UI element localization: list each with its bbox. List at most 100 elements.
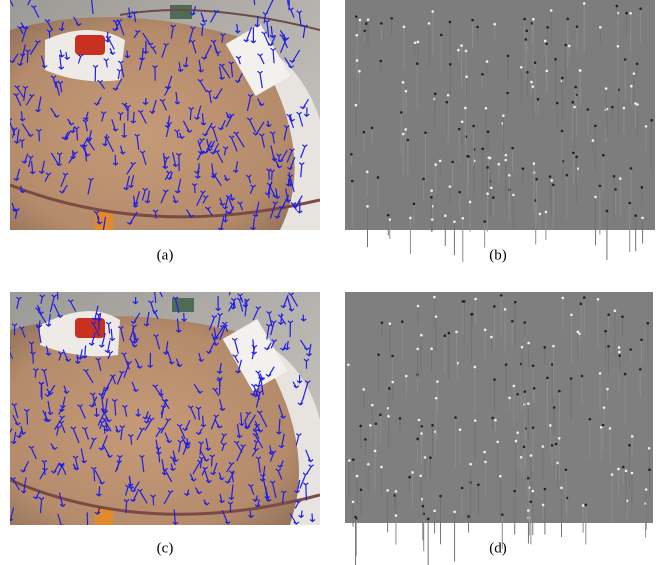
- point: [552, 184, 555, 187]
- panel-caption: (d): [489, 540, 507, 556]
- point: [366, 170, 369, 173]
- point: [371, 127, 374, 130]
- point: [604, 330, 607, 333]
- point: [630, 167, 633, 170]
- point: [641, 186, 644, 189]
- point: [542, 504, 545, 507]
- point: [484, 461, 487, 464]
- point: [471, 19, 474, 22]
- point: [439, 495, 442, 498]
- point: [417, 41, 420, 44]
- point: [391, 355, 394, 358]
- point: [544, 488, 547, 491]
- point: [490, 336, 493, 339]
- point: [366, 205, 369, 208]
- point: [522, 167, 525, 170]
- point: [556, 102, 559, 105]
- point: [374, 450, 377, 453]
- photo-panel: [6, 0, 320, 233]
- point: [461, 217, 464, 220]
- point: [493, 378, 496, 381]
- point: [389, 322, 392, 325]
- point: [388, 218, 391, 221]
- point: [354, 516, 357, 519]
- point: [603, 406, 606, 409]
- point: [481, 73, 484, 76]
- point: [481, 148, 484, 151]
- point: [431, 218, 434, 221]
- point: [567, 18, 570, 21]
- point: [571, 101, 574, 104]
- point: [599, 26, 602, 29]
- point: [433, 296, 436, 299]
- point: [427, 518, 430, 521]
- point: [416, 62, 419, 65]
- point: [499, 475, 502, 478]
- point: [463, 300, 466, 303]
- point: [606, 388, 609, 391]
- point: [365, 22, 368, 25]
- point: [439, 160, 442, 163]
- point: [520, 66, 523, 69]
- point: [504, 308, 507, 311]
- point: [402, 81, 405, 84]
- point: [647, 322, 650, 325]
- point: [483, 451, 486, 454]
- point: [477, 484, 480, 487]
- point: [401, 320, 404, 323]
- point: [424, 456, 427, 459]
- point: [511, 320, 514, 323]
- point: [469, 463, 472, 466]
- point: [377, 176, 380, 179]
- point: [435, 397, 438, 400]
- point: [431, 10, 434, 13]
- point: [506, 92, 509, 95]
- point: [348, 459, 351, 462]
- point: [513, 490, 516, 493]
- point: [630, 85, 633, 88]
- point: [362, 388, 365, 391]
- point: [530, 81, 533, 84]
- point: [359, 425, 362, 428]
- point: [581, 375, 584, 378]
- point: [545, 43, 548, 46]
- point: [561, 297, 564, 300]
- point: [617, 468, 620, 471]
- point: [369, 424, 372, 427]
- point: [527, 402, 530, 405]
- point: [558, 390, 561, 393]
- point: [524, 38, 527, 41]
- point: [465, 75, 468, 78]
- point: [474, 419, 477, 422]
- point: [621, 315, 624, 318]
- point: [619, 177, 622, 180]
- point: [614, 188, 617, 191]
- point: [597, 298, 600, 301]
- point: [485, 107, 488, 110]
- point: [386, 489, 389, 492]
- point: [380, 22, 383, 25]
- point: [650, 119, 653, 122]
- point: [512, 194, 515, 197]
- point: [623, 107, 626, 110]
- point: [400, 111, 403, 114]
- point: [542, 445, 545, 448]
- point: [407, 139, 410, 142]
- point: [395, 490, 398, 493]
- panel-caption: (a): [157, 247, 174, 263]
- point: [484, 329, 487, 332]
- point: [530, 454, 533, 457]
- point: [416, 348, 419, 351]
- point: [594, 196, 597, 199]
- point: [360, 488, 363, 491]
- point: [380, 466, 383, 469]
- point: [631, 472, 634, 475]
- point: [576, 331, 579, 334]
- point: [375, 422, 378, 425]
- point: [634, 102, 637, 105]
- point: [440, 34, 443, 37]
- point: [379, 414, 382, 417]
- point: [420, 432, 423, 435]
- point: [514, 301, 517, 304]
- point: [355, 104, 358, 107]
